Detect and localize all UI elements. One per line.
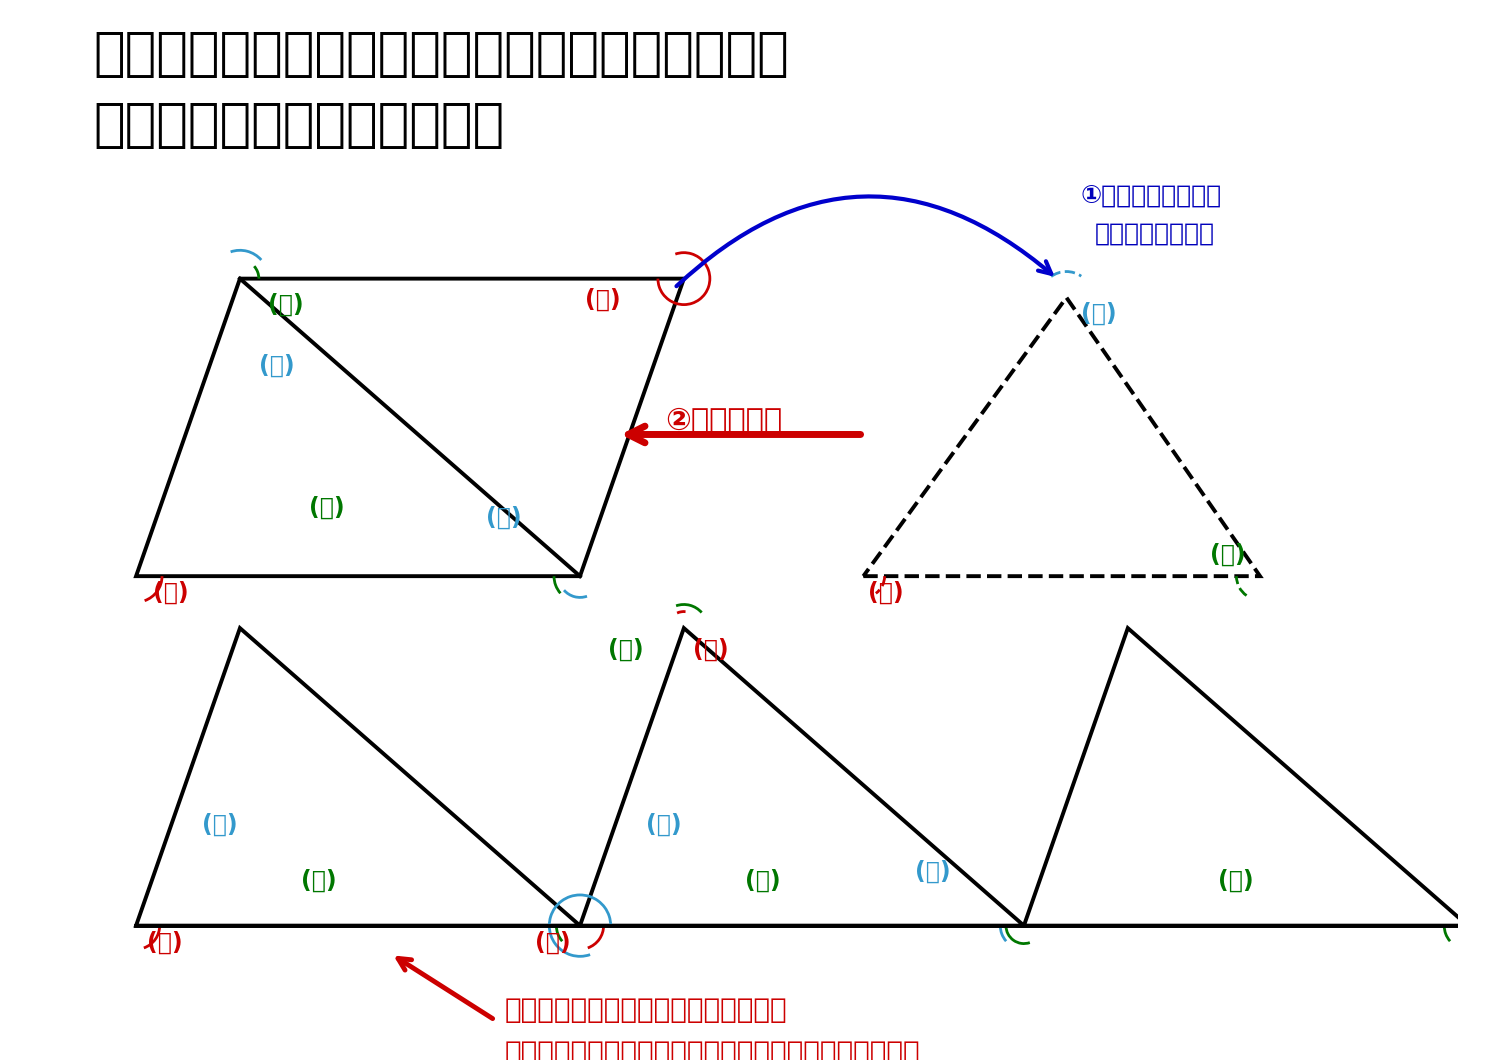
Text: ①同じ形・大きさの: ①同じ形・大きさの <box>1080 184 1221 208</box>
Text: 隣の三角形にくっ付けます。: 隣の三角形にくっ付けます。 <box>93 100 504 152</box>
Text: (あ): (あ) <box>585 288 621 312</box>
Text: (い): (い) <box>202 812 238 836</box>
Text: (あ): (あ) <box>153 581 189 605</box>
Text: (う): (う) <box>268 293 304 317</box>
Text: (い): (い) <box>646 812 681 836</box>
Text: (う): (う) <box>309 496 345 519</box>
Text: ３つの三角形をくっ付けて並べると、: ３つの三角形をくっ付けて並べると、 <box>504 996 788 1024</box>
Text: (い): (い) <box>486 506 520 529</box>
Text: 元の三角形と同じ形・大きさの三角形を準備して: 元の三角形と同じ形・大きさの三角形を準備して <box>93 29 789 81</box>
Text: (あ): (あ) <box>536 931 570 954</box>
Text: (あ): (あ) <box>147 931 183 954</box>
Text: (い): (い) <box>915 860 951 884</box>
Text: (い): (い) <box>260 354 294 378</box>
Text: (う): (う) <box>302 869 338 893</box>
Text: (う): (う) <box>746 869 782 893</box>
Text: 内角（あ）（い）（う）がくっ付いた直線になります。: 内角（あ）（い）（う）がくっ付いた直線になります。 <box>504 1039 920 1060</box>
Text: (う): (う) <box>1210 543 1246 567</box>
Text: (あ): (あ) <box>693 637 729 661</box>
Text: (あ): (あ) <box>868 581 903 605</box>
Text: (う): (う) <box>1218 869 1252 893</box>
Text: (い): (い) <box>1080 302 1116 326</box>
Text: 三角形を準備して: 三角形を準備して <box>1095 222 1215 246</box>
Text: ②くっ付ける: ②くっ付ける <box>664 406 782 436</box>
Text: (う): (う) <box>609 637 644 661</box>
